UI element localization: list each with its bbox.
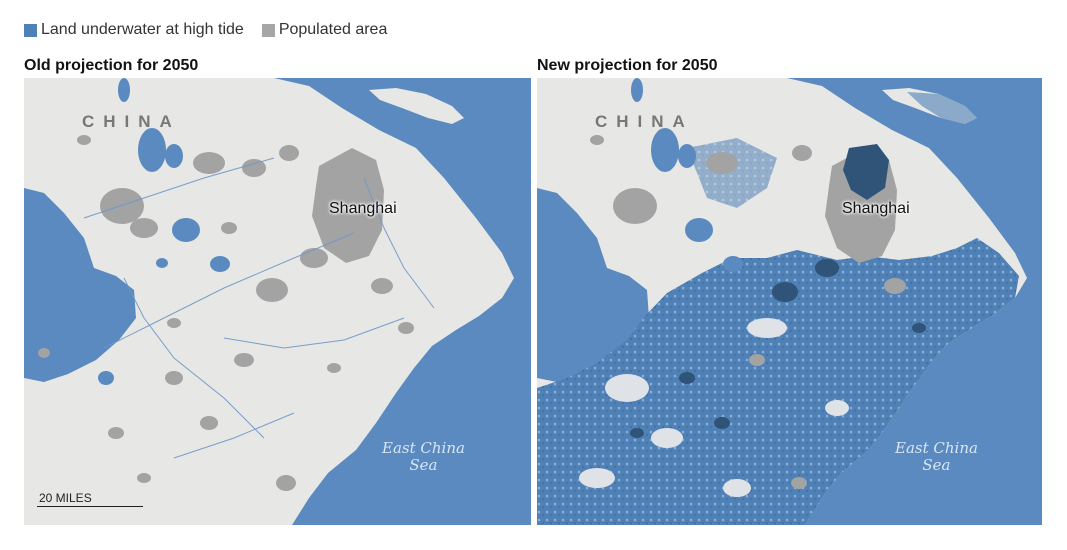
new-projection-map: CHINA Shanghai East China Sea [537,78,1042,525]
scale-bar: 20 MILES [37,491,143,507]
city-label-shanghai: Shanghai [842,200,910,217]
scale-label: 20 MILES [39,491,92,505]
legend-label-flooded: Land underwater at high tide [41,21,244,38]
waterways [83,157,435,459]
inland-lakes [24,78,230,385]
city-label-shanghai: Shanghai [329,200,397,217]
sea-label-line1: East China [382,439,465,457]
new-projection-panel: New projection for 2050 [537,56,1042,525]
inland-lakes [537,78,743,290]
panel-title-new: New projection for 2050 [537,57,718,74]
new-map-graphic [537,78,1042,525]
old-projection-panel: Old projection for 2050 [24,56,531,525]
old-projection-map: CHINA Shanghai East China Sea 20 MILES [24,78,531,525]
legend-item-flooded: Land underwater at high tide [24,21,244,39]
sea-label: East China Sea [382,440,465,474]
legend-item-populated: Populated area [261,21,388,39]
flooded-swatch-icon [24,23,37,37]
flooded-north [687,138,777,208]
sea-label-line2: Sea [409,456,438,474]
shanghai-urban [312,148,384,263]
country-label: CHINA [82,112,181,131]
sea-label-line2: Sea [922,456,951,474]
legend-label-populated: Populated area [278,21,388,38]
scale-line [37,506,143,507]
panel-title-old: Old projection for 2050 [24,57,199,74]
map-legend: Land underwater at high tide Populated a… [24,19,387,41]
old-map-graphic [24,78,531,525]
sea-label: East China Sea [895,440,978,474]
chongming-island [369,88,464,124]
flooded-populated-areas [630,144,926,438]
populated-swatch-icon [261,23,275,37]
flooded-island-edge [907,92,977,124]
dry-patches [579,318,849,497]
sea-label-line1: East China [895,439,978,457]
taihu-lake [537,190,599,290]
populated-areas [38,135,414,491]
country-label: CHINA [595,112,694,131]
taihu-lake [24,190,86,290]
flooded-area [537,238,1019,525]
